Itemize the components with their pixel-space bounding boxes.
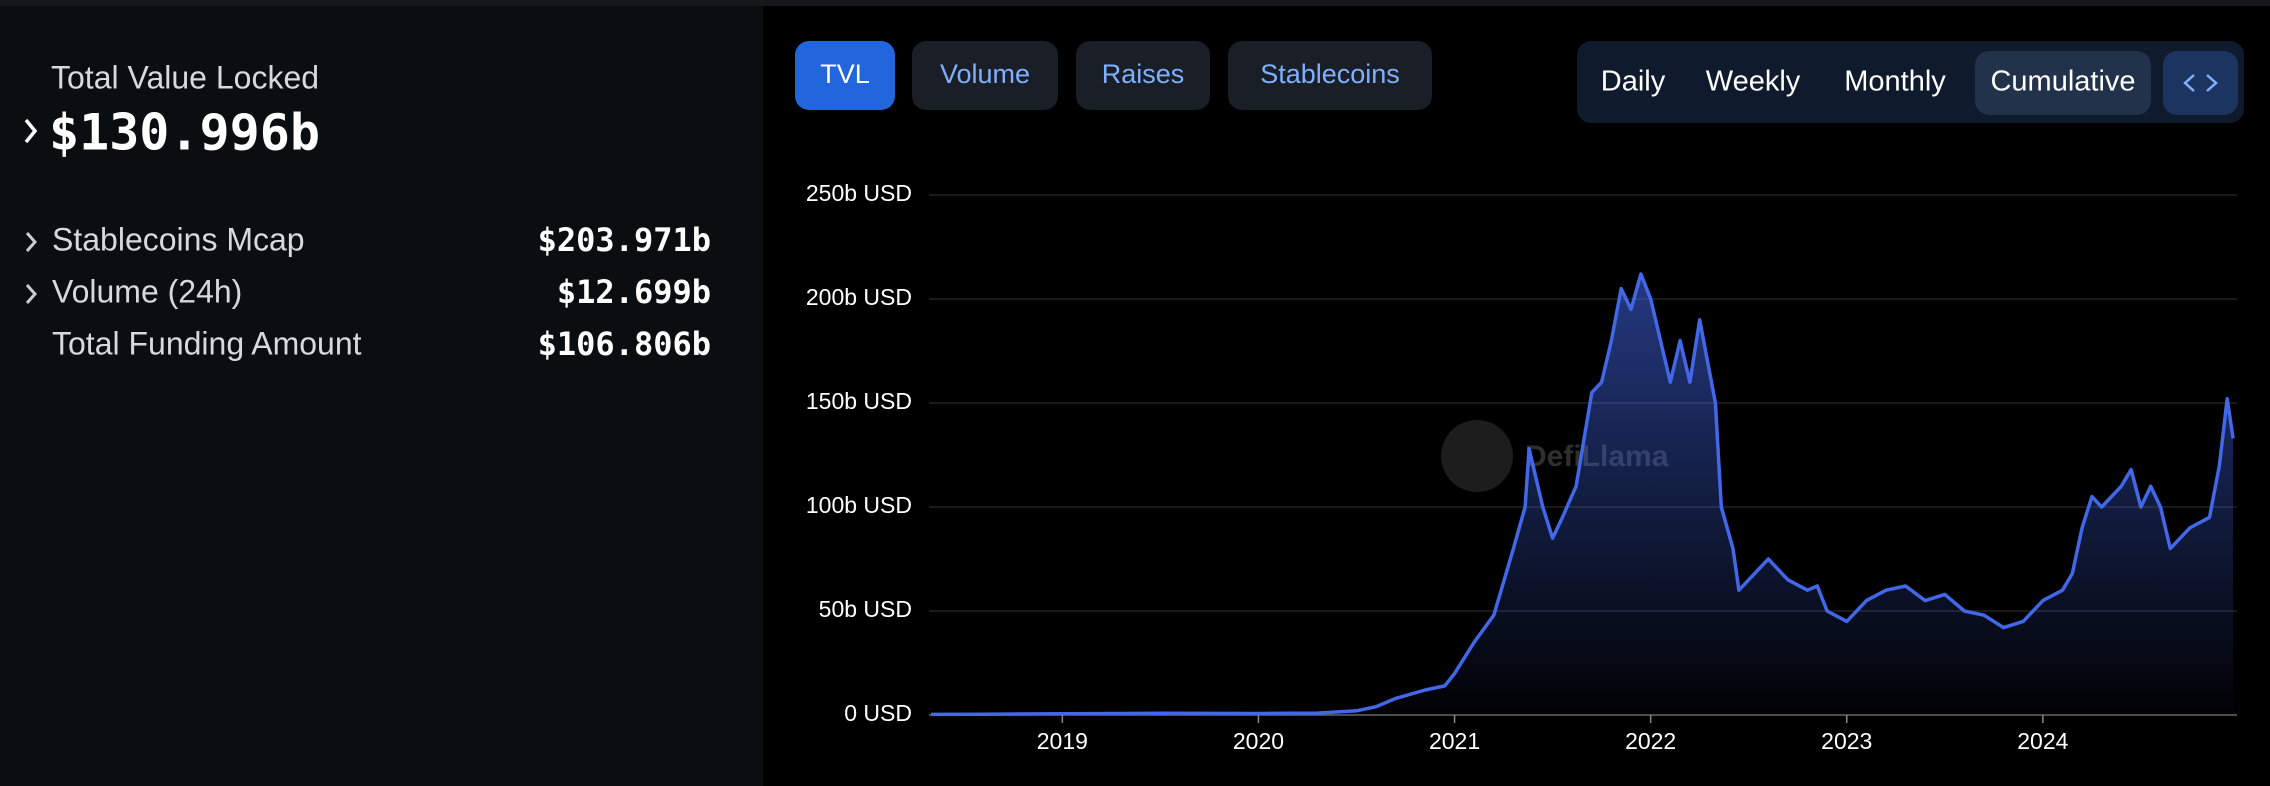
row-label: Total Funding Amount xyxy=(52,325,362,361)
y-tick-label: 100b USD xyxy=(806,492,912,518)
x-tick-label: 2024 xyxy=(2017,728,2068,754)
period-label[interactable]: Daily xyxy=(1601,66,1666,98)
x-tick-label: 2020 xyxy=(1233,728,1284,754)
embed-button[interactable] xyxy=(2163,51,2238,115)
x-tick-label: 2022 xyxy=(1625,728,1676,754)
x-tick-label: 2019 xyxy=(1037,728,1088,754)
tab-button[interactable] xyxy=(1228,41,1432,110)
period-label[interactable]: Weekly xyxy=(1706,66,1801,98)
top-border xyxy=(0,0,2270,6)
tab-label[interactable]: Volume xyxy=(940,59,1030,89)
period-label[interactable]: Cumulative xyxy=(1990,66,2135,98)
tab-button[interactable] xyxy=(795,41,895,110)
chevron[interactable] xyxy=(25,232,38,252)
row-label: Volume (24h) xyxy=(52,273,242,309)
tab-button[interactable] xyxy=(912,41,1058,110)
tvl-label: Total Value Locked xyxy=(51,59,319,95)
x-tick-label: 2023 xyxy=(1821,728,1872,754)
embed-icon xyxy=(2183,74,2218,92)
x-tick-label: 2021 xyxy=(1429,728,1480,754)
y-tick-label: 200b USD xyxy=(806,284,912,310)
row-value: $12.699b xyxy=(557,273,711,311)
chevron[interactable] xyxy=(25,284,38,304)
tvl-value: $130.996b xyxy=(49,104,320,162)
tab-label[interactable]: Raises xyxy=(1102,59,1185,89)
period-label[interactable]: Monthly xyxy=(1844,66,1946,98)
tab-label[interactable]: Stablecoins xyxy=(1260,59,1400,89)
y-tick-label: 150b USD xyxy=(806,388,912,414)
watermark-logo xyxy=(1441,420,1513,492)
sidebar xyxy=(0,0,763,786)
row-label: Stablecoins Mcap xyxy=(52,221,305,257)
row-value: $203.971b xyxy=(538,221,711,259)
period-active xyxy=(1975,51,2151,115)
area xyxy=(930,274,2234,715)
y-tick-label: 0 USD xyxy=(844,700,912,726)
chevron xyxy=(24,118,38,144)
tab-label[interactable]: TVL xyxy=(820,59,870,89)
tab-button[interactable] xyxy=(1076,41,1210,110)
y-tick-label: 50b USD xyxy=(819,596,912,622)
y-tick-label: 250b USD xyxy=(806,180,912,206)
row-value: $106.806b xyxy=(538,325,711,363)
line xyxy=(930,272,2235,717)
